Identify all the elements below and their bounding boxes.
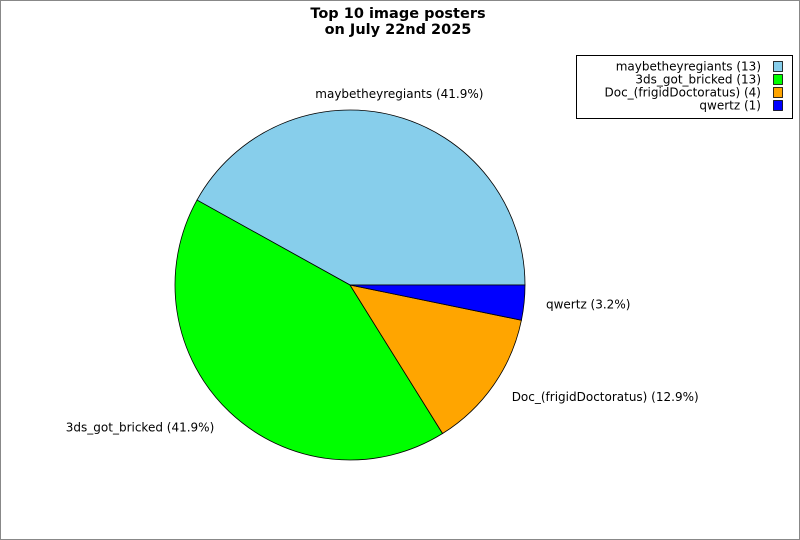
legend-box	[576, 55, 793, 119]
slice-label: Doc_(frigidDoctoratus) (12.9%)	[512, 390, 699, 404]
legend-label: 3ds_got_bricked (13)	[635, 73, 761, 87]
pie-slice	[174, 199, 444, 461]
pie-slice	[349, 284, 526, 321]
pie-slice	[196, 109, 526, 286]
legend-label: maybetheyregiants (13)	[616, 60, 761, 74]
legend-swatch	[773, 61, 783, 72]
chart-subtitle: on July 22nd 2025	[325, 22, 472, 38]
legend-label: qwertz (1)	[699, 99, 761, 113]
legend-label: Doc_(frigidDoctoratus) (4)	[605, 86, 762, 100]
slice-label: qwertz (3.2%)	[546, 297, 630, 311]
pie-slice	[349, 284, 522, 435]
legend: maybetheyregiants (13)3ds_got_bricked (1…	[576, 55, 793, 119]
slice-label: 3ds_got_bricked (41.9%)	[66, 420, 214, 434]
slice-label: maybetheyregiants (41.9%)	[315, 87, 483, 101]
chart-title: Top 10 image posters	[310, 6, 485, 22]
legend-swatch	[773, 100, 783, 111]
legend-swatch	[773, 74, 783, 85]
legend-swatch	[773, 87, 783, 98]
